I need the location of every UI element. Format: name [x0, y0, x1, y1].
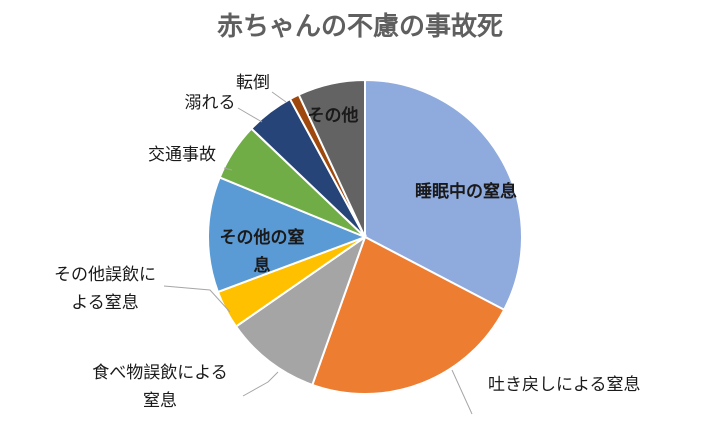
- slice-label-6: 交通事故: [148, 145, 216, 165]
- slice-label-7: 溺れる: [185, 93, 236, 113]
- pie-slice-9: [297, 78, 366, 238]
- slice-label-9: その他: [308, 105, 359, 126]
- slice-label-3: 食べ物誤飲による窒息: [92, 363, 228, 411]
- slice-label-8: 転倒: [236, 73, 270, 93]
- slice-label-4: その他誤飲による窒息: [54, 265, 156, 313]
- slice-label-5: その他の窒息: [220, 227, 305, 276]
- chart-title: 赤ちゃんの不慮の事故死: [216, 12, 503, 42]
- slice-label-2: 吐き戻しによる窒息: [488, 375, 641, 395]
- leader-line-8: [271, 91, 287, 103]
- slice-label-1: 睡眠中の窒息: [415, 181, 517, 202]
- leader-line-3: [242, 371, 279, 397]
- pie-slice-3: [234, 234, 367, 387]
- pie-slice-2: [311, 235, 506, 395]
- pie-slice-5: [207, 176, 368, 294]
- leader-line-6: [223, 167, 233, 171]
- leader-line-4: [163, 285, 231, 313]
- leader-line-2: [451, 369, 473, 415]
- leader-line-7: [237, 107, 263, 123]
- pie-slice-1: [364, 78, 523, 312]
